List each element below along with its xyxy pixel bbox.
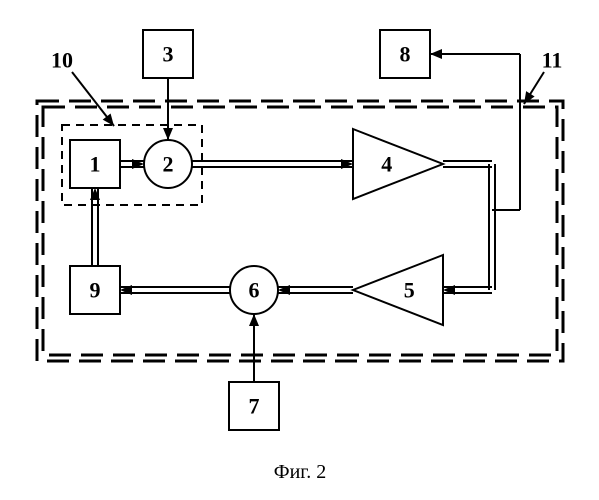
svg-text:9: 9: [90, 278, 101, 303]
svg-text:4: 4: [381, 152, 392, 177]
node-5: [353, 255, 443, 325]
figure-caption: Фиг. 2: [274, 461, 326, 483]
svg-text:3: 3: [163, 42, 174, 67]
svg-text:6: 6: [249, 278, 260, 303]
label-10: 10: [51, 48, 73, 73]
svg-text:5: 5: [404, 278, 415, 303]
svg-text:7: 7: [249, 394, 260, 419]
svg-text:1: 1: [90, 152, 101, 177]
label-11: 11: [542, 48, 563, 73]
node-4: [353, 129, 443, 199]
svg-text:2: 2: [163, 152, 174, 177]
svg-text:8: 8: [400, 42, 411, 67]
